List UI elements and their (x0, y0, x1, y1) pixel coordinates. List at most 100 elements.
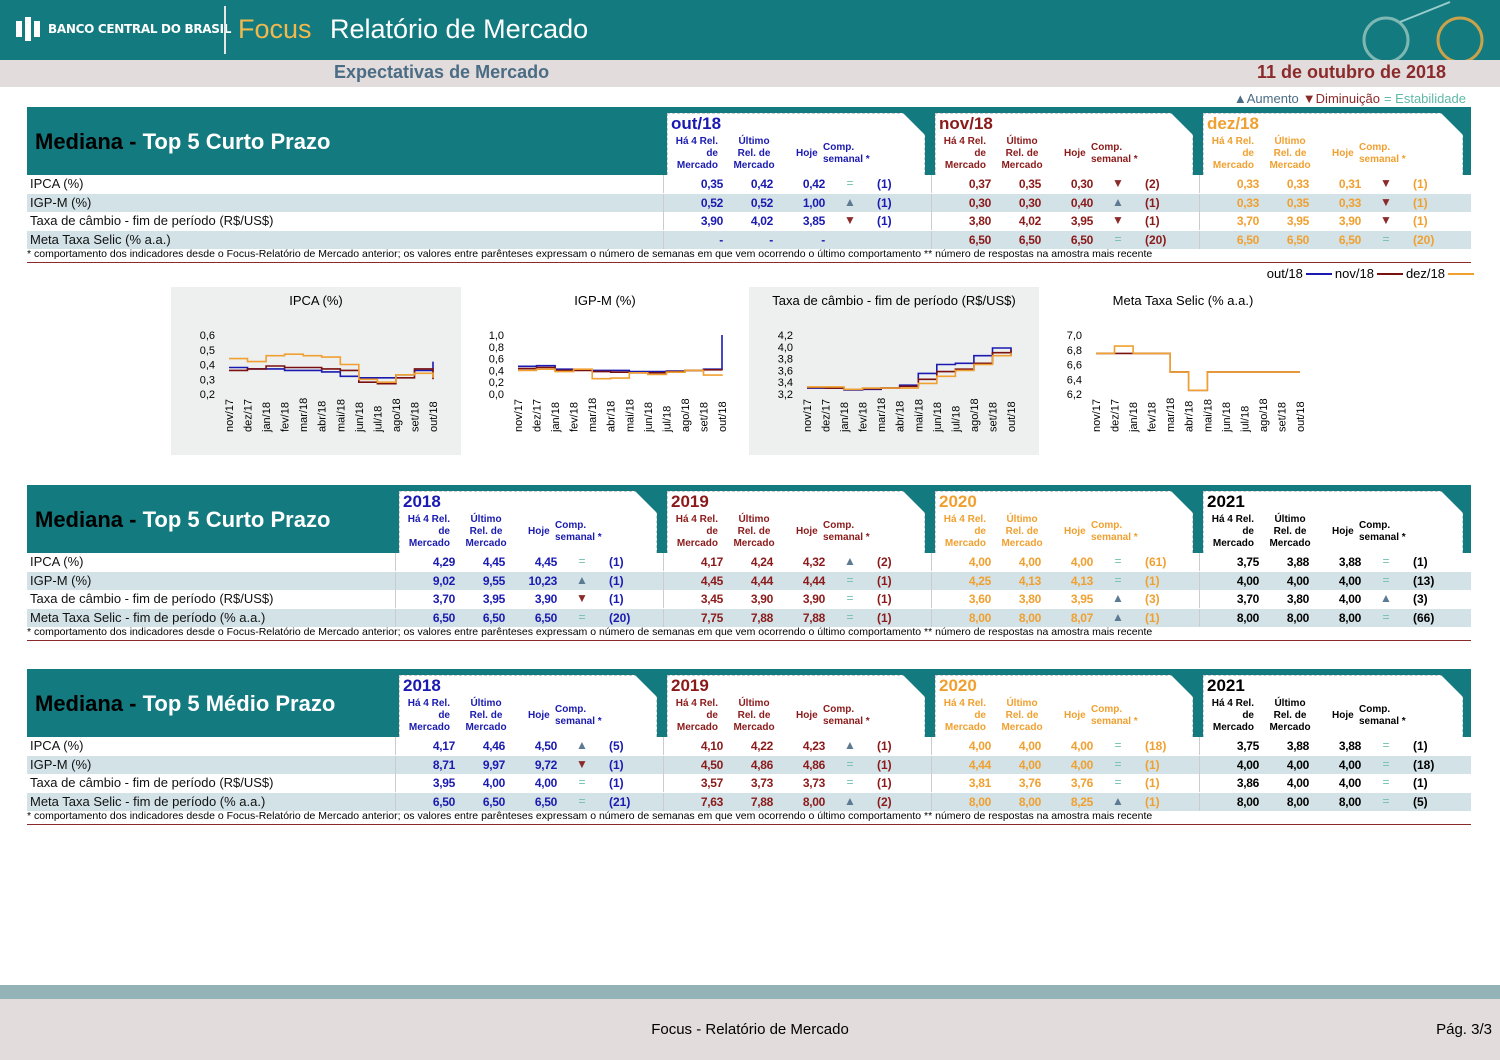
col-header-line: Rel. de (1273, 710, 1307, 721)
week-count: (1) (877, 757, 892, 772)
col-header-line: Há 4 Rel. (943, 514, 986, 525)
cell-value: 0,52 (750, 195, 773, 210)
x-tick-label: nov/17 (802, 399, 814, 432)
cell-value: 4,02 (750, 214, 773, 229)
trend-up-icon: ▲ (576, 738, 588, 752)
cell-value: 4,45 (482, 555, 505, 569)
row-label: IPCA (%) (30, 176, 84, 191)
bcb-logo-icon (16, 17, 40, 41)
col-header-line: Último (470, 698, 502, 709)
x-tick-label: ago/18 (1258, 398, 1270, 432)
x-tick-label: abr/18 (317, 401, 329, 432)
trend-eq-icon: = (1382, 794, 1390, 809)
cell-value: 4,02 (1018, 214, 1041, 229)
col-header-line: Mercado (1212, 160, 1254, 171)
cell-value: 3,70 (1236, 214, 1259, 229)
group-divider (1199, 212, 1200, 231)
cell-value: 0,42 (802, 177, 825, 191)
x-tick-label: dez/17 (821, 399, 833, 432)
col-header-h4: Há 4 Rel. de Mercado (1206, 136, 1254, 172)
cell-value: 6,50 (534, 611, 557, 626)
trend-up-icon: ▲ (1112, 194, 1124, 209)
cell-value: 6,50 (432, 795, 455, 810)
cell-value: 3,90 (1338, 214, 1361, 229)
cell-value: 7,88 (802, 611, 825, 626)
week-count: (1) (1145, 573, 1160, 588)
cell-value: 3,60 (968, 592, 991, 607)
group-divider (931, 609, 932, 628)
cell-value: 3,95 (1070, 214, 1093, 229)
y-tick-label: 0,5 (200, 345, 215, 357)
trend-down-icon: ▼ (844, 213, 856, 228)
trend-eq-icon: = (1382, 610, 1390, 625)
col-header-h4: Há 4 Rel. de Mercado (938, 698, 986, 734)
group-divider (663, 571, 664, 590)
col-header-line: Mercado (1269, 538, 1311, 549)
cell-value: 3,81 (968, 776, 991, 791)
y-tick-label: 6,2 (1067, 389, 1082, 401)
report-title: Relatório de Mercado (330, 14, 589, 44)
col-header-line: Rel. de (737, 526, 771, 537)
series-line-dez-18 (229, 353, 434, 383)
group-divider (663, 609, 664, 628)
col-header-comp: Comp. semanal * (823, 142, 870, 166)
table-row: IGP-M (%) 9,02 9,55 10,23 ▲ (1) 4,45 4,44 4,44 = (… (27, 571, 1471, 590)
group-corner (1441, 113, 1463, 135)
col-header-line: Há 4 Rel. (943, 136, 986, 147)
col-header-ult: Último Rel. de Mercado (464, 698, 508, 734)
cell-value: 6,50 (1018, 233, 1041, 248)
col-header-ult: Último Rel. de Mercado (1268, 514, 1312, 550)
y-tick-label: 0,4 (489, 365, 504, 377)
table-row: Meta Taxa Selic (% a.a.) - - - 6,50 6,50 6,50 =… (27, 231, 1471, 250)
cell-value: 3,86 (1236, 776, 1259, 791)
column-group-2019: 2019 Há 4 Rel. de Mercado Último Rel. de Merca… (667, 675, 925, 737)
column-group-2018: 2018 Há 4 Rel. de Mercado Último Rel. de Merca… (399, 675, 657, 737)
series-line-dez-18 (807, 352, 1012, 391)
group-divider (931, 571, 932, 590)
cell-value: 0,33 (1338, 195, 1361, 210)
cell-value: 8,00 (1338, 795, 1361, 810)
col-header-line: Mercado (465, 722, 507, 733)
column-group-title: 2020 (939, 676, 977, 695)
trend-eq-icon: = (846, 572, 854, 587)
trend-up-icon: ▲ (844, 194, 856, 209)
section-title: Mediana - Top 5 Curto Prazo (35, 507, 330, 533)
cell-value: 3,70 (1236, 592, 1259, 607)
week-count: (20) (1145, 233, 1167, 248)
group-corner (1441, 675, 1463, 697)
column-group-nov/18: nov/18 Há 4 Rel. de Mercado Último Rel. de Mer… (935, 113, 1193, 175)
group-divider (931, 212, 932, 231)
cell-value: 7,75 (700, 611, 723, 626)
group-divider (663, 793, 664, 812)
cell-value: 8,00 (968, 795, 991, 810)
chart-selic: Meta Taxa Selic (% a.a.) 7,0 6,8 6,6 6,4 6,2 n… (1038, 287, 1328, 455)
cell-value: 1,00 (802, 195, 825, 210)
x-tick-label: ago/18 (680, 398, 692, 432)
column-group-title: 2018 (403, 676, 441, 695)
group-divider (395, 793, 396, 812)
x-tick-label: dez/17 (532, 399, 544, 432)
col-header-line: Mercado (944, 160, 986, 171)
cell-value: 7,88 (750, 611, 773, 626)
col-header-line: Há 4 Rel. (1211, 514, 1254, 525)
week-count: (1) (1413, 214, 1428, 229)
week-count: (1) (877, 177, 892, 191)
cell-value: 6,50 (1286, 233, 1309, 248)
week-count: (1) (877, 573, 892, 588)
week-count: (1) (1145, 757, 1160, 772)
col-header-line: semanal * (555, 532, 602, 543)
header-divider (224, 6, 226, 54)
group-divider (931, 193, 932, 212)
cell-value: 4,50 (700, 757, 723, 772)
chart-svg: 1,00,80,60,40,20,0 nov/17 dez/17 jan/18 fev/… (489, 330, 729, 433)
col-header-hoje: Hoje (796, 710, 818, 721)
cell-value: 3,75 (1236, 739, 1259, 753)
col-header-h4: Há 4 Rel. de Mercado (938, 514, 986, 550)
col-header-line: Comp. (555, 520, 587, 531)
col-header-h4: Há 4 Rel. de Mercado (938, 136, 986, 172)
col-header-line: Mercado (944, 538, 986, 549)
trend-eq-icon: = (1382, 775, 1390, 790)
week-count: (1) (1413, 177, 1428, 191)
col-header-line: Comp. (1359, 704, 1391, 715)
cell-value: 3,76 (1070, 776, 1093, 791)
